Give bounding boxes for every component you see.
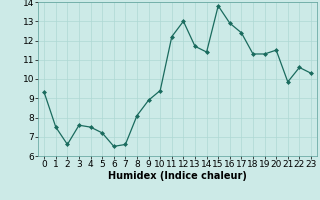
X-axis label: Humidex (Indice chaleur): Humidex (Indice chaleur) (108, 171, 247, 181)
